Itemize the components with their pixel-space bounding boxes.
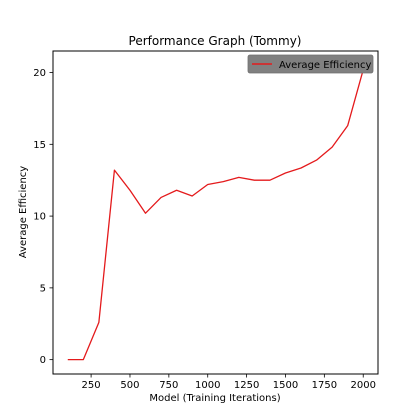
legend-label: Average Efficiency: [279, 60, 371, 71]
y-tick-label: 15: [33, 140, 46, 151]
x-tick-label: 1000: [195, 380, 220, 391]
x-tick-label: 1250: [234, 380, 259, 391]
y-tick-label: 5: [40, 283, 46, 294]
ticks-layer: 250 500 750 1000 1250 1500 1750 2000 0 5 10 15 20: [33, 68, 376, 391]
chart-title: Performance Graph (Tommy): [129, 34, 302, 48]
y-tick-label: 10: [33, 212, 46, 223]
series-line-average-efficiency: [67, 69, 364, 361]
x-tick-label: 2000: [351, 380, 376, 391]
y-axis-label: Average Efficiency: [18, 166, 29, 258]
series-layer: [67, 69, 364, 361]
x-axis-label: Model (Training Iterations): [149, 393, 280, 404]
legend: Average Efficiency: [247, 54, 374, 74]
x-tick-label: 1750: [312, 380, 337, 391]
x-tick-label: 500: [120, 380, 139, 391]
x-tick-label: 750: [159, 380, 178, 391]
y-tick-label: 20: [33, 68, 46, 79]
plot-frame: [52, 50, 379, 375]
x-tick-label: 1500: [273, 380, 298, 391]
legend-box: [247, 54, 374, 74]
y-tick-label: 0: [40, 355, 46, 366]
x-tick-label: 250: [82, 380, 101, 391]
